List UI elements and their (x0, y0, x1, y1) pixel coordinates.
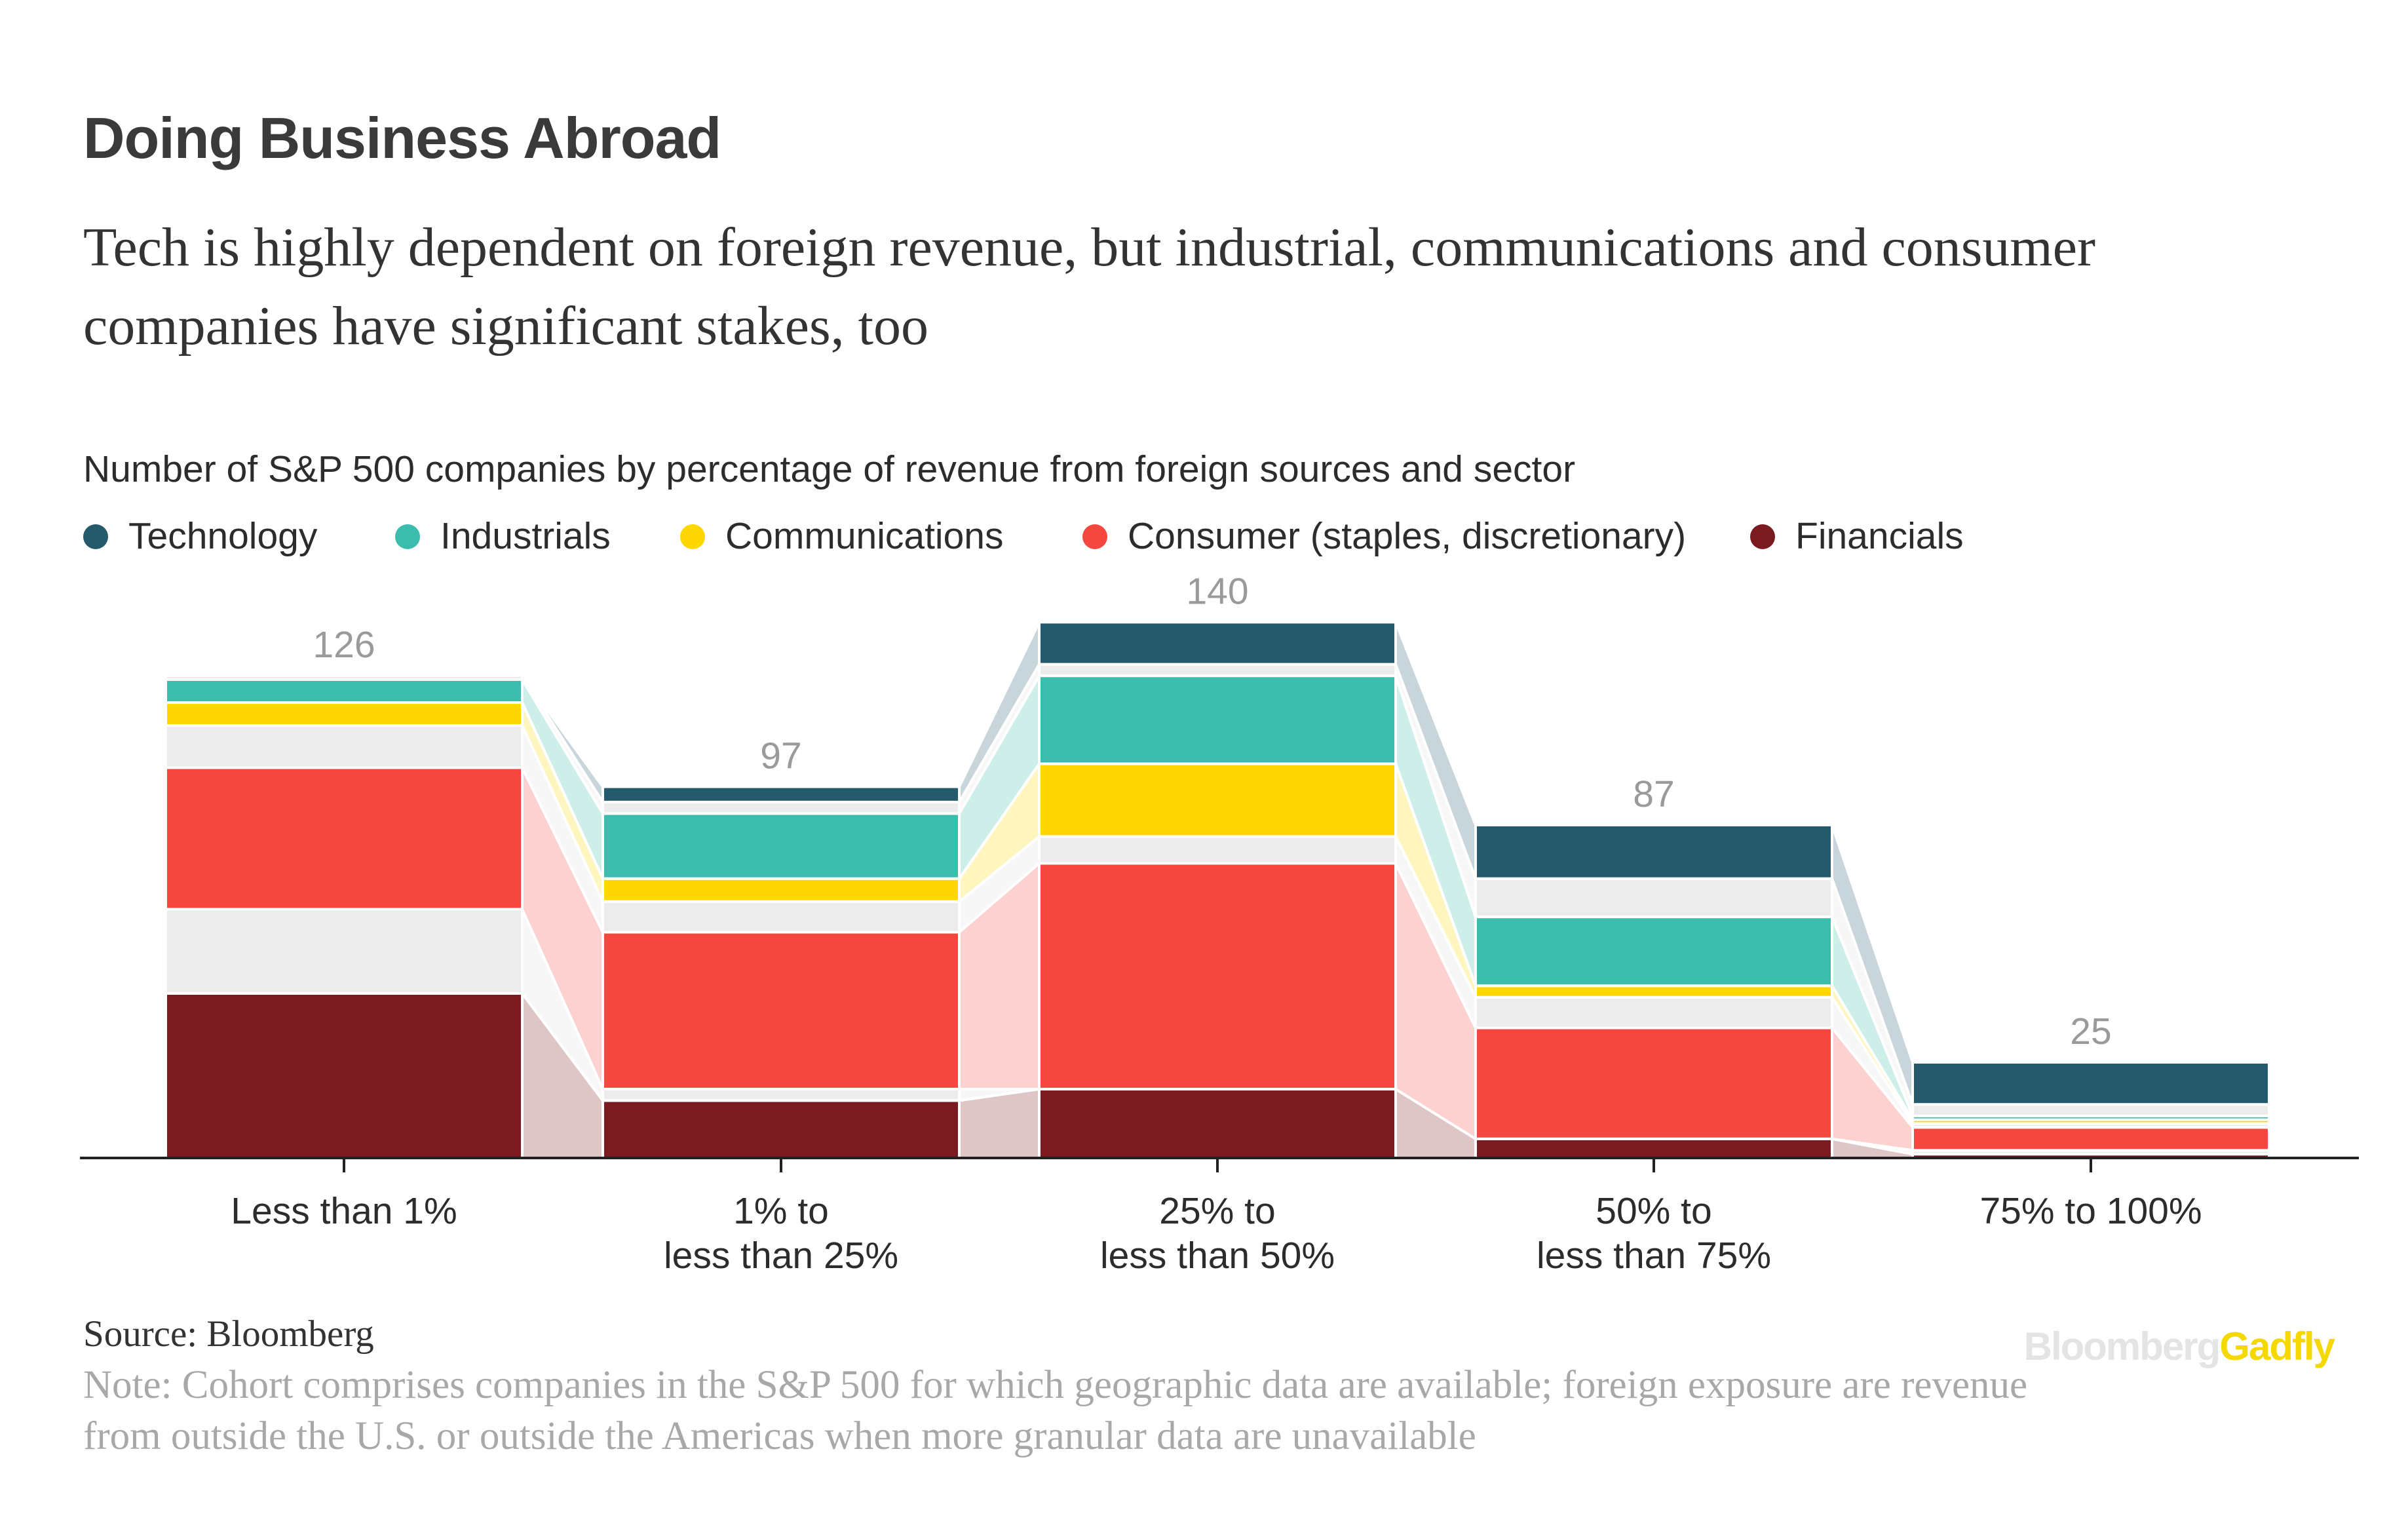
chart-title: Doing Business Abroad (83, 106, 721, 170)
total-label: 140 (1186, 570, 1248, 612)
legend-label-consumer: Consumer (staples, discretionary) (1128, 515, 1687, 557)
chart-subtitle: Tech is highly dependent on foreign reve… (83, 217, 2096, 357)
bar-segment (1474, 877, 1833, 919)
bar-segment (1474, 916, 1833, 988)
brand-logo-part-2: Gadfly (2219, 1324, 2335, 1368)
bar-segment (1474, 1026, 1833, 1140)
legend-label-communications: Communications (725, 515, 1004, 557)
bar-segment (602, 877, 961, 903)
x-tick-label: Less than 1% (231, 1190, 457, 1232)
legend-dot-industrials (395, 524, 420, 549)
bar-segment (164, 674, 524, 682)
legend-label-technology: Technology (128, 515, 318, 557)
legend-dot-consumer (1082, 524, 1107, 549)
source-note: Source: Bloomberg (83, 1313, 374, 1355)
bar-segment (164, 908, 524, 995)
bar-segment (1038, 674, 1397, 765)
legend-dot-communications (680, 524, 705, 549)
bar-segment (602, 1087, 961, 1102)
brand-logo-part-1: Bloomberg (2023, 1324, 2221, 1368)
x-tick-label: less than 50% (1100, 1235, 1335, 1277)
bar-segment (1911, 1103, 2270, 1117)
bar-segment (1038, 621, 1397, 666)
bar-segment (1911, 1126, 2270, 1152)
bar-segment (602, 900, 961, 934)
bar-segment (1474, 984, 1833, 999)
bar-segment (1038, 835, 1397, 865)
footnote: Note: Cohort comprises companies in the … (83, 1363, 2028, 1458)
x-tick-label: less than 25% (664, 1235, 898, 1277)
legend-dot-technology (83, 524, 108, 549)
bar-segment (164, 724, 524, 769)
total-label: 87 (1633, 773, 1674, 815)
brand-logo: BloombergGadfly (2023, 1324, 2335, 1369)
legend-dot-financials (1750, 524, 1775, 549)
total-label: 25 (2070, 1011, 2111, 1052)
bar-segment (602, 812, 961, 880)
bar-segment (1474, 1137, 1833, 1160)
total-label: 126 (313, 624, 375, 666)
bar-segment (164, 766, 524, 911)
bar-segment (602, 800, 961, 815)
x-tick-label: 50% to (1596, 1190, 1711, 1232)
bar-segment (602, 1099, 961, 1160)
bar-segment (1038, 1087, 1397, 1160)
chart-description: Number of S&P 500 companies by percentag… (83, 448, 1576, 490)
bar-segment (164, 678, 524, 704)
total-label: 97 (760, 735, 801, 777)
x-tick-label: 1% to (733, 1190, 829, 1232)
bar-segment (164, 701, 524, 727)
bar-segment (602, 931, 961, 1090)
x-tick-label: less than 75% (1537, 1235, 1771, 1277)
legend-label-financials: Financials (1795, 515, 1964, 557)
x-tick-label: 25% to (1159, 1190, 1275, 1232)
bar-segment (1474, 995, 1833, 1030)
legend-label-industrials: Industrials (440, 515, 611, 557)
bar-segment (1038, 862, 1397, 1090)
bar-segment (602, 785, 961, 803)
x-tick-label: 75% to 100% (1979, 1190, 2202, 1232)
bar-segment (1474, 823, 1833, 880)
bar-segment (1038, 762, 1397, 838)
bar-segment (164, 992, 524, 1159)
bar-segment (1911, 1061, 2270, 1106)
bar-segment (1038, 663, 1397, 678)
